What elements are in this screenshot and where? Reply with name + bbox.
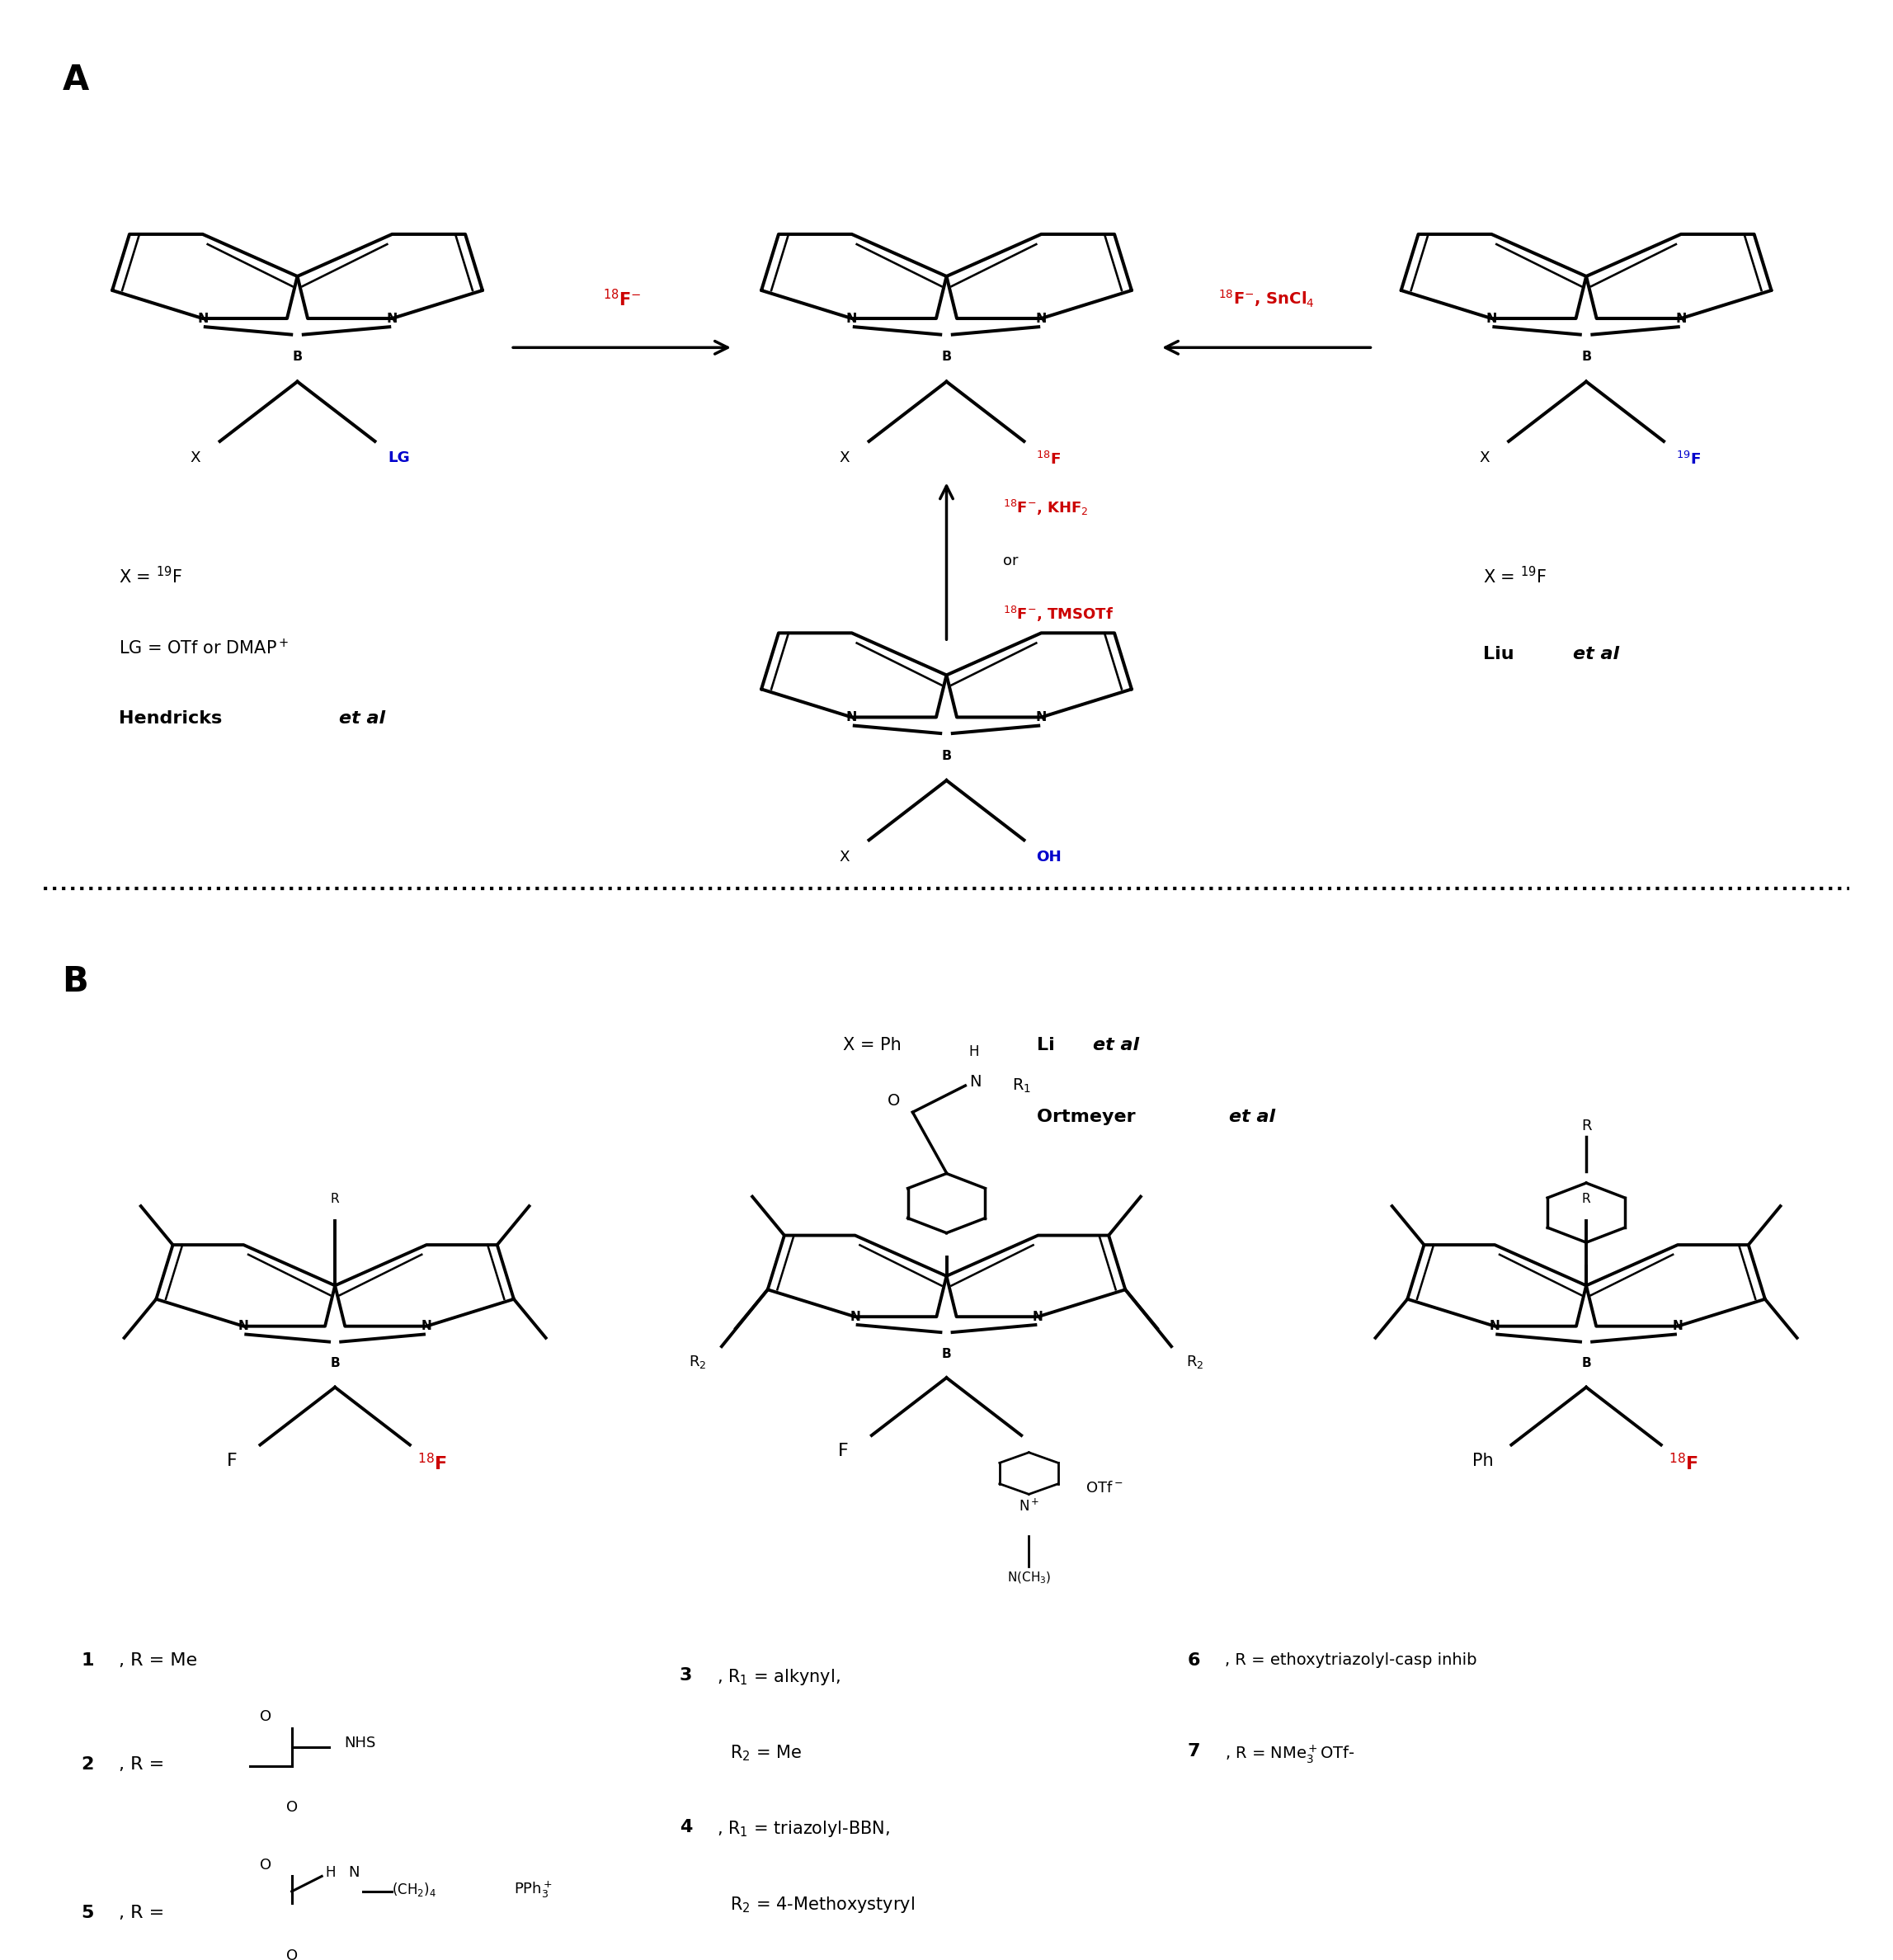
Text: , R$_1$ = triazolyl-BBN,: , R$_1$ = triazolyl-BBN, [717, 1819, 890, 1838]
Text: OH: OH [1035, 849, 1062, 864]
Text: N: N [386, 312, 398, 325]
Text: 3: 3 [680, 1668, 693, 1684]
Text: O: O [286, 1801, 297, 1815]
Text: N: N [850, 1311, 859, 1323]
Text: N: N [1672, 1319, 1683, 1333]
Text: B: B [941, 351, 952, 363]
Text: H: H [969, 1045, 979, 1058]
Text: N: N [1035, 711, 1047, 723]
Text: N: N [420, 1319, 432, 1333]
Text: 2: 2 [81, 1756, 93, 1774]
Text: R$_2$: R$_2$ [689, 1354, 706, 1370]
Text: et al: et al [1094, 1037, 1140, 1053]
Text: H: H [326, 1866, 335, 1880]
Text: R: R [1583, 1192, 1590, 1205]
Text: Hendricks: Hendricks [119, 710, 229, 727]
Text: OTf$^-$: OTf$^-$ [1085, 1482, 1123, 1495]
Text: $^{18}$F$^{-}$, SnCl$_4$: $^{18}$F$^{-}$, SnCl$_4$ [1219, 288, 1314, 310]
Text: 1: 1 [81, 1652, 95, 1668]
Text: $^{18}$F: $^{18}$F [418, 1452, 447, 1474]
Text: R$_2$ = 4-Methoxystyryl: R$_2$ = 4-Methoxystyryl [731, 1895, 914, 1915]
Text: R: R [1581, 1119, 1592, 1133]
Text: X: X [839, 849, 850, 864]
Text: N: N [969, 1074, 981, 1090]
Text: Liu: Liu [1482, 645, 1520, 662]
Text: N: N [1490, 1319, 1499, 1333]
Text: R: R [331, 1192, 339, 1205]
Text: $^{18}$F$^{-}$: $^{18}$F$^{-}$ [602, 288, 642, 310]
Text: X: X [189, 451, 201, 466]
Text: X: X [1478, 451, 1490, 466]
Text: B: B [62, 964, 89, 1000]
Text: N: N [1034, 1311, 1043, 1323]
Text: , R = ethoxytriazolyl-casp inhib: , R = ethoxytriazolyl-casp inhib [1225, 1652, 1477, 1668]
Text: 7: 7 [1187, 1742, 1200, 1760]
Text: X: X [839, 451, 850, 466]
Text: , R = NMe$_3^+$OTf-: , R = NMe$_3^+$OTf- [1225, 1742, 1355, 1766]
Text: $^{18}$F$^{-}$, KHF$_2$: $^{18}$F$^{-}$, KHF$_2$ [1003, 498, 1088, 517]
Text: et al: et al [339, 710, 384, 727]
Text: LG: LG [388, 451, 411, 466]
Text: N: N [197, 312, 208, 325]
Text: F: F [839, 1443, 848, 1460]
Text: $^{18}$F: $^{18}$F [1670, 1452, 1698, 1474]
Text: O: O [259, 1858, 271, 1872]
Text: R$_1$: R$_1$ [1013, 1076, 1032, 1094]
Text: N: N [1035, 312, 1047, 325]
Text: $^{19}$F: $^{19}$F [1675, 451, 1700, 466]
Text: PPh$_3^+$: PPh$_3^+$ [513, 1880, 553, 1899]
Text: , R = Me: , R = Me [119, 1652, 197, 1668]
Text: N: N [846, 312, 858, 325]
Text: O: O [259, 1709, 271, 1725]
Text: N: N [846, 711, 858, 723]
Text: N: N [348, 1866, 360, 1880]
Text: 4: 4 [680, 1819, 693, 1837]
Text: Ortmeyer: Ortmeyer [1037, 1109, 1141, 1125]
Text: 5: 5 [81, 1905, 93, 1921]
Text: N: N [239, 1319, 248, 1333]
Text: F: F [227, 1452, 237, 1468]
Text: R$_2$ = Me: R$_2$ = Me [731, 1742, 803, 1762]
Text: et al: et al [1573, 645, 1619, 662]
Text: B: B [1581, 351, 1592, 363]
Text: B: B [941, 1348, 952, 1360]
Text: NHS: NHS [345, 1737, 377, 1750]
Text: Ph: Ph [1473, 1452, 1494, 1468]
Text: X = $^{19}$F: X = $^{19}$F [1482, 566, 1547, 586]
Text: X = Ph: X = Ph [842, 1037, 901, 1053]
Text: O: O [286, 1948, 297, 1960]
Text: R$_2$: R$_2$ [1187, 1354, 1204, 1370]
Text: (CH$_2$)$_4$: (CH$_2$)$_4$ [392, 1882, 435, 1897]
Text: N(CH$_3$): N(CH$_3$) [1007, 1570, 1051, 1586]
Text: N: N [1486, 312, 1497, 325]
Text: B: B [329, 1358, 341, 1370]
Text: , R$_1$ = alkynyl,: , R$_1$ = alkynyl, [717, 1668, 840, 1688]
Text: X = $^{19}$F: X = $^{19}$F [119, 566, 182, 586]
Text: 6: 6 [1187, 1652, 1200, 1668]
Text: A: A [62, 63, 89, 98]
Text: or: or [1003, 555, 1018, 568]
Text: B: B [1581, 1358, 1592, 1370]
Text: $^{18}$F$^{-}$, TMSOTf: $^{18}$F$^{-}$, TMSOTf [1003, 606, 1113, 623]
Text: Li: Li [1037, 1037, 1062, 1053]
Text: LG = OTf or DMAP$^+$: LG = OTf or DMAP$^+$ [119, 639, 290, 657]
Text: N: N [1675, 312, 1687, 325]
Text: O: O [888, 1094, 901, 1109]
Text: et al: et al [1229, 1109, 1276, 1125]
Text: B: B [292, 351, 303, 363]
Text: $^{18}$F: $^{18}$F [1035, 451, 1060, 466]
Text: , R =: , R = [119, 1905, 170, 1921]
Text: N$^+$: N$^+$ [1018, 1497, 1039, 1515]
Text: B: B [941, 749, 952, 762]
Text: , R =: , R = [119, 1756, 170, 1774]
